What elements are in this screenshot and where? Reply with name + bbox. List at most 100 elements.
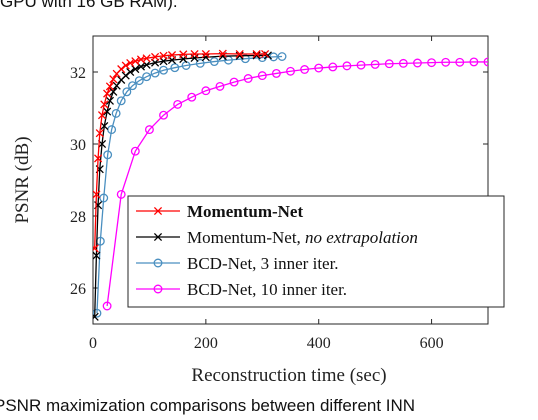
series-point [150, 68, 160, 78]
chart-legend: Momentum-Net Momentum-Net, no extrapolati… [127, 195, 505, 308]
y-tick-label: 30 [70, 137, 86, 154]
series-point [122, 87, 132, 97]
series-point [93, 308, 102, 318]
series-point [131, 57, 140, 66]
series-point [112, 81, 121, 90]
series-line [106, 61, 488, 307]
series-point [105, 96, 114, 105]
series-point [93, 312, 99, 321]
series-point [215, 81, 225, 91]
x-tick-label: 400 [307, 335, 331, 352]
series-line [94, 54, 268, 317]
legend-entry-label: BCD-Net, 10 inner iter. [187, 280, 347, 299]
series-point [103, 89, 112, 98]
series-point [240, 54, 250, 64]
series-point [201, 49, 210, 59]
series-point [286, 66, 295, 76]
series-point [187, 92, 197, 102]
series-point [173, 99, 183, 109]
series-point [126, 67, 135, 77]
series-point [103, 150, 113, 160]
series-point [105, 82, 114, 91]
series-point [243, 74, 253, 83]
series-point [398, 58, 408, 68]
series-point [441, 57, 451, 67]
series-point [116, 189, 126, 199]
legend-entry-label-italic: no extrapolation [305, 228, 418, 247]
series-point [328, 62, 338, 72]
series-point [97, 111, 107, 120]
series-point [179, 50, 188, 59]
chart-axes: 0 200 400 600 26 28 30 32 [70, 35, 489, 352]
x-tick-label: 200 [194, 335, 218, 352]
series-point [134, 76, 144, 86]
series-point [130, 146, 140, 156]
y-axis-label: PSNR (dB) [12, 136, 33, 223]
legend-entry-label: Momentum-Net [187, 202, 303, 221]
series-point [252, 49, 261, 59]
legend-entry-label: Momentum-Net, no extrapolation [187, 228, 418, 247]
series-point [144, 125, 154, 135]
legend-entry-label: BCD-Net, 3 inner iter. [187, 254, 339, 273]
series-point [277, 52, 287, 61]
series-point [159, 65, 168, 75]
series-point [170, 63, 180, 73]
series-point [102, 301, 112, 311]
caption-bottom: PSNR maximization comparisons between di… [0, 396, 416, 415]
series-point [93, 190, 101, 199]
series-point [167, 51, 177, 60]
series-point [151, 58, 160, 67]
series-point [128, 81, 137, 91]
series-point [201, 53, 210, 62]
series-point [93, 244, 99, 253]
legend-entry-label-main: Momentum-Net, [187, 228, 305, 247]
series-point [252, 51, 261, 60]
series-point [94, 154, 103, 163]
y-tick-label: 32 [70, 65, 86, 82]
series-point [109, 87, 118, 96]
series-point [370, 59, 380, 69]
series-point [111, 108, 121, 118]
series-point [314, 63, 324, 73]
series-point [469, 57, 479, 67]
series-point [261, 49, 270, 59]
y-tick-label: 26 [70, 281, 86, 298]
series-point [131, 65, 140, 74]
series-point [159, 51, 168, 60]
y-tick-label: 28 [70, 209, 86, 226]
legend-marker [153, 206, 163, 216]
series-point [100, 100, 109, 109]
series-point [201, 86, 211, 96]
series-point [142, 72, 152, 82]
series-point [190, 49, 199, 59]
series-point [142, 54, 151, 63]
plot-frame [92, 35, 489, 325]
series-point [427, 58, 437, 68]
x-axis-label: Reconstruction time (sec) [191, 365, 386, 386]
series-3 [102, 57, 488, 311]
legend-marker [153, 284, 163, 294]
legend-box [127, 195, 505, 308]
legend-marker [153, 258, 163, 268]
series-point [195, 58, 205, 68]
series-point [483, 57, 488, 67]
series-point [257, 71, 267, 81]
series-point [126, 58, 135, 68]
series-0 [93, 49, 270, 253]
series-point [95, 129, 104, 138]
series-point [300, 65, 310, 74]
series-point [93, 251, 101, 260]
chart-series [93, 49, 488, 321]
series-point [384, 59, 394, 69]
caption-top: GPU with 16 GB RAM). [0, 0, 178, 11]
series-point [116, 96, 126, 106]
series-point [271, 68, 281, 78]
series-point [109, 75, 118, 84]
series-point [413, 58, 422, 68]
series-point [103, 107, 112, 116]
series-point [100, 121, 109, 131]
series-point [209, 57, 219, 67]
series-point [342, 61, 352, 71]
series-point [455, 57, 465, 67]
